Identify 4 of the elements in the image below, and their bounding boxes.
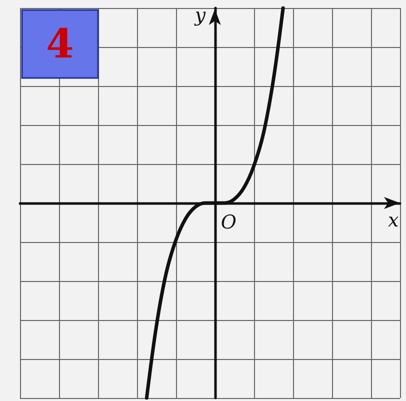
y-axis-title: y bbox=[194, 4, 206, 26]
chart-title: 4 bbox=[46, 20, 74, 68]
x-axis-title: x bbox=[388, 210, 399, 232]
annotation: O bbox=[220, 212, 237, 234]
